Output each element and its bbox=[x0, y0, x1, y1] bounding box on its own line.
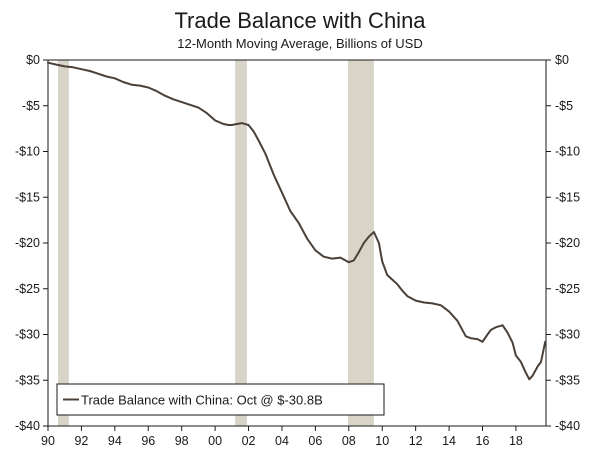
x-tick-label: 16 bbox=[476, 434, 490, 448]
y-tick-label-right: $0 bbox=[555, 53, 569, 67]
x-tick-label: 10 bbox=[375, 434, 389, 448]
y-tick-label-right: -$25 bbox=[555, 282, 580, 296]
y-tick-label-left: -$30 bbox=[15, 328, 40, 342]
y-tick-label-right: -$40 bbox=[555, 419, 580, 433]
x-tick-label: 06 bbox=[308, 434, 322, 448]
x-tick-label: 12 bbox=[409, 434, 423, 448]
y-tick-label-left: -$5 bbox=[22, 99, 40, 113]
y-tick-label-right: -$20 bbox=[555, 236, 580, 250]
y-tick-label-left: $0 bbox=[26, 53, 40, 67]
chart-title: Trade Balance with China bbox=[174, 8, 426, 33]
x-tick-label: 92 bbox=[74, 434, 88, 448]
legend-box bbox=[56, 383, 385, 416]
y-tick-label-left: -$35 bbox=[15, 373, 40, 387]
x-tick-label: 14 bbox=[442, 434, 456, 448]
y-tick-label-right: -$5 bbox=[555, 99, 573, 113]
axis-ticks bbox=[43, 59, 551, 431]
recession-band bbox=[235, 60, 247, 426]
legend: Trade Balance with China: Oct @ $-30.8B bbox=[56, 383, 385, 416]
x-tick-label: 90 bbox=[41, 434, 55, 448]
recession-band bbox=[58, 60, 69, 426]
y-tick-label-left: -$25 bbox=[15, 282, 40, 296]
y-tick-label-right: -$10 bbox=[555, 145, 580, 159]
y-tick-label-left: -$15 bbox=[15, 190, 40, 204]
y-tick-label-left: -$40 bbox=[15, 419, 40, 433]
x-tick-label: 00 bbox=[208, 434, 222, 448]
series-line bbox=[47, 61, 547, 381]
x-tick-label: 18 bbox=[509, 434, 523, 448]
x-tick-label: 96 bbox=[141, 434, 155, 448]
x-tick-label: 98 bbox=[175, 434, 189, 448]
chart-subtitle: 12-Month Moving Average, Billions of USD bbox=[177, 36, 423, 51]
recession-band bbox=[347, 60, 374, 426]
recession-bands bbox=[58, 60, 374, 426]
y-tick-label-right: -$30 bbox=[555, 328, 580, 342]
axis-tick-labels: $0 $0 -$5 -$5 -$10 -$10 -$15 -$15 -$20 -$20 -$25 -$… bbox=[15, 53, 580, 448]
y-tick-label-right: -$35 bbox=[555, 373, 580, 387]
y-tick-label-left: -$20 bbox=[15, 236, 40, 250]
y-tick-label-left: -$10 bbox=[15, 145, 40, 159]
legend-label: Trade Balance with China: Oct @ $-30.8B bbox=[81, 393, 323, 408]
y-tick-label-right: -$15 bbox=[555, 190, 580, 204]
x-tick-label: 02 bbox=[242, 434, 256, 448]
x-tick-label: 04 bbox=[275, 434, 289, 448]
x-tick-label: 08 bbox=[342, 434, 356, 448]
plot-frame bbox=[47, 59, 547, 427]
x-tick-label: 94 bbox=[108, 434, 122, 448]
